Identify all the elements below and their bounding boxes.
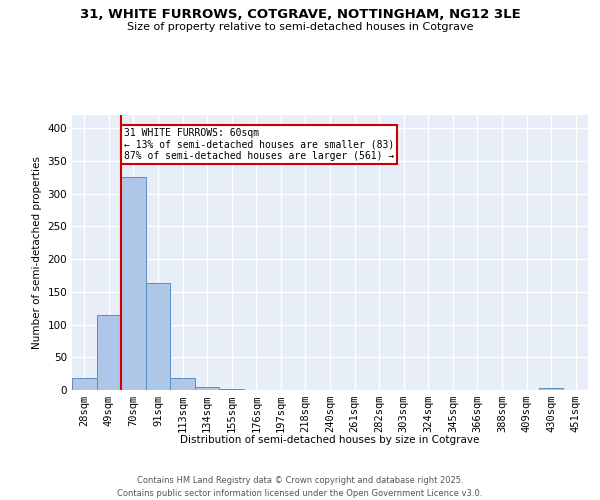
Bar <box>170 378 195 390</box>
X-axis label: Distribution of semi-detached houses by size in Cotgrave: Distribution of semi-detached houses by … <box>181 435 479 445</box>
Bar <box>539 388 563 390</box>
Bar <box>220 388 244 390</box>
Bar <box>72 378 97 390</box>
Text: Size of property relative to semi-detached houses in Cotgrave: Size of property relative to semi-detach… <box>127 22 473 32</box>
Bar <box>146 284 170 390</box>
Bar <box>121 177 146 390</box>
Y-axis label: Number of semi-detached properties: Number of semi-detached properties <box>32 156 42 349</box>
Text: 31, WHITE FURROWS, COTGRAVE, NOTTINGHAM, NG12 3LE: 31, WHITE FURROWS, COTGRAVE, NOTTINGHAM,… <box>80 8 520 20</box>
Text: 31 WHITE FURROWS: 60sqm
← 13% of semi-detached houses are smaller (83)
87% of se: 31 WHITE FURROWS: 60sqm ← 13% of semi-de… <box>124 128 394 162</box>
Text: Contains HM Land Registry data © Crown copyright and database right 2025.
Contai: Contains HM Land Registry data © Crown c… <box>118 476 482 498</box>
Bar <box>195 388 220 390</box>
Bar <box>97 314 121 390</box>
